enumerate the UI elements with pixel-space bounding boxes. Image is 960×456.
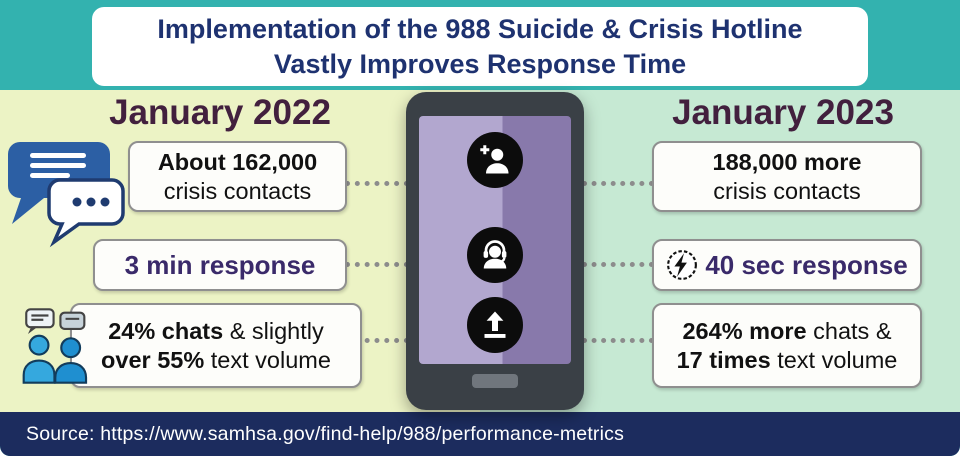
dotted-connector [345,262,409,267]
left-contacts-box: About 162,000 crisis contacts [128,141,347,212]
phone-home-button [472,374,518,388]
source-text: Source: https://www.samhsa.gov/find-help… [26,422,625,445]
left-response-value: 3 min response [124,249,316,280]
left-volume-line2: over 55% text volume [101,346,331,375]
left-volume-line2-rest: text volume [204,346,331,373]
smartphone-illustration [406,92,584,410]
dotted-connector [582,262,654,267]
left-volume-line1: 24% chats & slightly [108,317,324,346]
right-volume-line2: 17 times text volume [677,346,898,375]
comparison-area: January 2022 January 2023 About 162,000 … [0,90,960,412]
right-contacts-value: 188,000 more [712,148,862,175]
right-panel-heading: January 2023 [672,93,894,132]
left-volume-line1-rest: & slightly [223,317,324,344]
header-band: Implementation of the 988 Suicide & Cris… [0,0,960,90]
lightning-icon [666,249,698,281]
left-volume-line2-bold: over 55% [101,346,205,373]
left-contacts-label: crisis contacts [163,177,312,204]
speech-bubbles-icon [0,136,150,253]
upload-icon [467,297,523,353]
left-volume-line1-bold: 24% chats [108,317,224,344]
right-contacts-box: 188,000 more crisis contacts [652,141,922,212]
dotted-connector [345,181,409,186]
left-panel-heading: January 2022 [109,93,331,132]
right-response-value: 40 sec response [705,249,908,280]
right-volume-line2-bold: 17 times [676,346,771,373]
add-contact-icon [467,132,523,188]
left-volume-box: 24% chats & slightly over 55% text volum… [70,303,362,388]
right-volume-box: 264% more chats & 17 times text volume [652,303,922,388]
people-chat-icon [16,306,98,391]
dotted-connector [345,338,409,343]
right-volume-line2-rest: text volume [770,346,898,373]
source-bar: Source: https://www.samhsa.gov/find-help… [0,412,960,456]
title-card: Implementation of the 988 Suicide & Cris… [92,7,868,86]
headset-agent-icon [467,227,523,283]
right-response-box: 40 sec response [652,239,922,291]
right-contacts-label: crisis contacts [713,177,861,204]
right-volume-line1-bold: 264% more [682,317,807,344]
left-response-box: 3 min response [93,239,347,291]
dotted-connector [582,338,654,343]
right-volume-line1-rest: chats & [806,317,892,344]
right-volume-line1: 264% more chats & [682,317,891,346]
dotted-connector [582,181,654,186]
page-title-line1: Implementation of the 988 Suicide & Cris… [157,13,803,44]
left-contacts-value: About 162,000 [157,148,318,175]
page-title-line2: Vastly Improves Response Time [273,48,687,79]
